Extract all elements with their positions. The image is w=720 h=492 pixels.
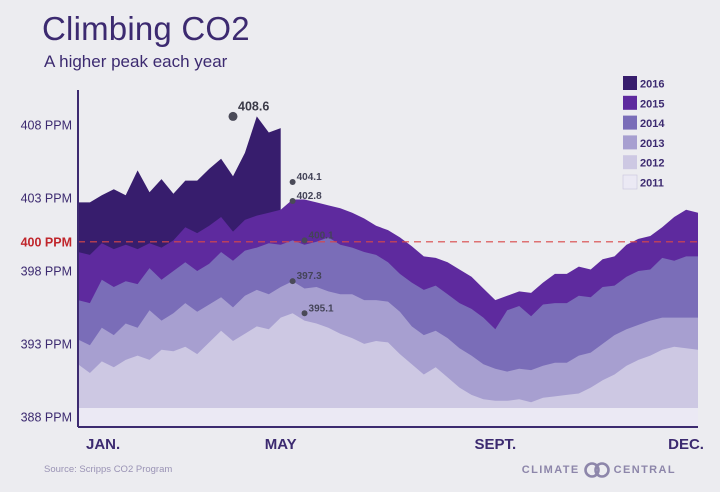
x-tick-label: DEC.	[668, 436, 704, 453]
axes: 388 PPM 393 PPM 398 PPM 403 PPM 408 PPM JAN. M…	[21, 90, 704, 453]
brand-left: CLIMATE	[521, 464, 580, 476]
annotations: 408.6 404.1 402.8 400.1 397.3 395.1	[228, 99, 334, 317]
peak-label: 395.1	[309, 303, 334, 314]
y-tick-label: 398 PPM	[21, 264, 72, 278]
area-layers	[78, 116, 698, 428]
source-credit: Source: Scripps CO2 Program	[44, 464, 173, 475]
legend-label-2014: 2014	[640, 118, 665, 130]
y-tick-label: 388 PPM	[21, 410, 72, 424]
x-tick-label: SEPT.	[474, 436, 516, 453]
peak-label: 400.1	[309, 230, 334, 241]
x-tick-label: MAY	[265, 436, 297, 453]
legend-label-2012: 2012	[640, 158, 664, 170]
climate-central-logo-icon	[583, 462, 610, 478]
legend-swatch-2013	[623, 135, 637, 150]
peak-label: 397.3	[297, 271, 322, 282]
peak-marker	[289, 197, 296, 204]
legend-swatch-2012	[623, 155, 637, 170]
y-tick-label: 408 PPM	[21, 119, 72, 133]
area-2011	[78, 408, 698, 427]
legend: 2016 2015 2014 2013 2012 2011	[622, 76, 665, 190]
peak-label: 408.6	[238, 99, 269, 113]
reference-line-label: 400 PPM	[21, 235, 72, 249]
y-tick-label: 403 PPM	[21, 192, 72, 206]
peak-marker	[228, 111, 238, 121]
legend-label-2013: 2013	[640, 138, 664, 150]
peak-label: 402.8	[297, 191, 322, 202]
chart-title: Climbing CO2	[42, 10, 250, 47]
legend-label-2011: 2011	[640, 178, 664, 190]
brand-logo: CLIMATE CENTRAL	[522, 462, 676, 478]
peak-marker	[289, 278, 296, 285]
legend-label-2015: 2015	[640, 98, 664, 110]
chart-subtitle: A higher peak each year	[44, 52, 228, 71]
peak-marker	[289, 179, 296, 186]
peak-marker	[301, 310, 308, 317]
legend-label-2016: 2016	[640, 79, 664, 91]
legend-swatch-2015	[623, 95, 637, 110]
legend-swatch-2011	[622, 174, 638, 190]
peak-marker	[301, 237, 308, 244]
brand-right: CENTRAL	[613, 464, 676, 476]
x-tick-label: JAN.	[86, 436, 120, 453]
reference-line-group: 400 PPM	[21, 235, 698, 249]
legend-swatch-2014	[623, 115, 637, 130]
y-tick-label: 393 PPM	[21, 337, 72, 351]
legend-swatch-2016	[623, 76, 637, 90]
peak-label: 404.1	[297, 172, 322, 183]
area-2012	[78, 313, 698, 427]
